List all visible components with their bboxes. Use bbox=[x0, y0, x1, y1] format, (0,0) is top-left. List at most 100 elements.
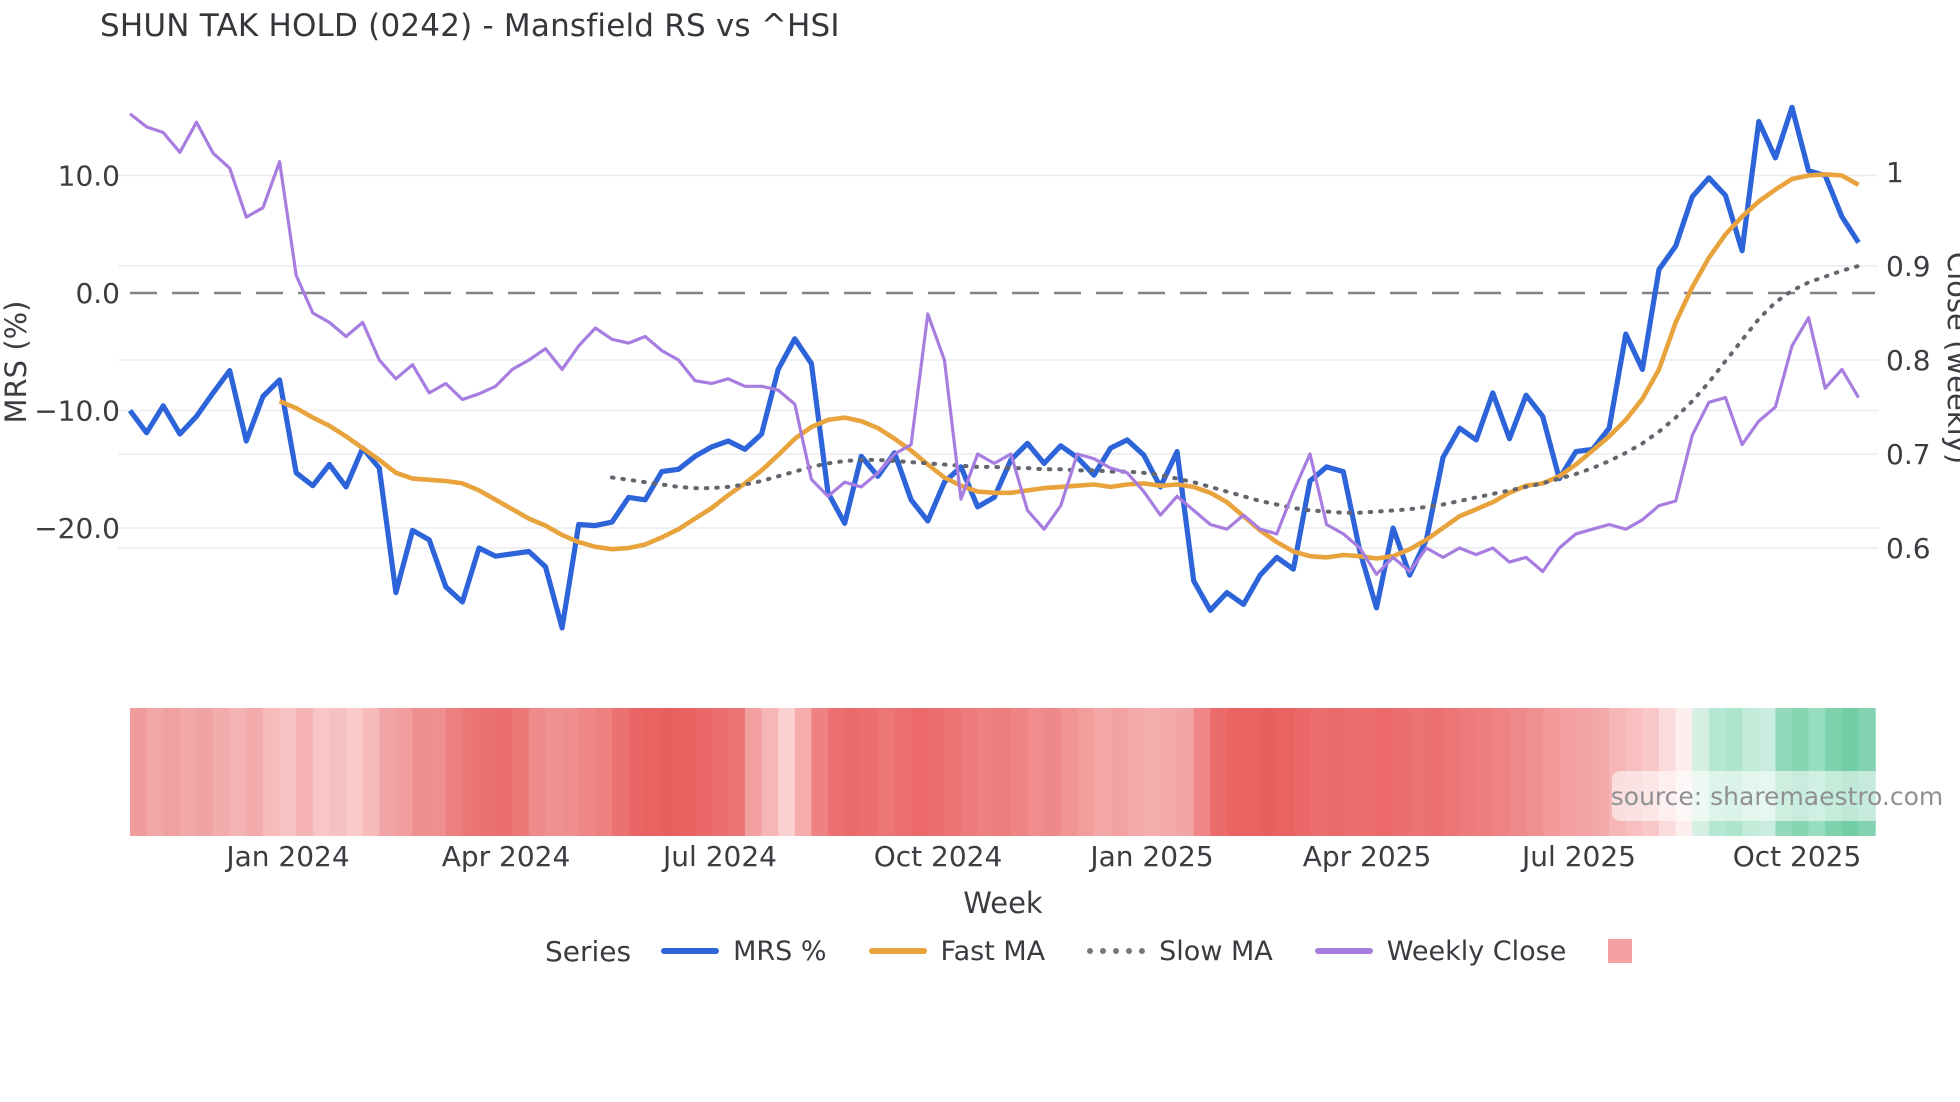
heatmap-cell bbox=[528, 708, 547, 836]
heatmap-cell bbox=[1293, 708, 1311, 836]
heatmap-cell bbox=[412, 708, 430, 836]
heatmap-cell bbox=[645, 708, 663, 836]
heatmap-cell bbox=[1526, 708, 1544, 836]
heatmap-cell bbox=[728, 708, 746, 836]
legend: Series MRS % Fast MA Slow MA Weekly Close bbox=[545, 931, 1674, 971]
right-axis-title: Close (weekly) bbox=[1941, 252, 1960, 464]
x-tick-label: Oct 2025 bbox=[1733, 840, 1862, 873]
heatmap-cell bbox=[179, 708, 198, 836]
legend-item-slow-ma: Slow MA bbox=[1087, 936, 1273, 967]
line-swatch-icon bbox=[1314, 948, 1373, 954]
heatmap-swatch bbox=[1608, 939, 1633, 963]
x-tick-label: Jul 2024 bbox=[661, 840, 777, 873]
x-axis-title: Week bbox=[963, 886, 1043, 920]
left-tick-label: −20.0 bbox=[34, 512, 120, 545]
legend-item-weekly-close: Weekly Close bbox=[1314, 935, 1567, 967]
heatmap-cell bbox=[163, 708, 181, 836]
x-axis-ticks: Jan 2024 Apr 2024 Jul 2024 Oct 2024 Jan 2025… bbox=[224, 840, 1861, 873]
heatmap-cell bbox=[146, 708, 164, 836]
x-tick-label: Jan 2024 bbox=[224, 840, 349, 873]
right-tick-label: 0.8 bbox=[1886, 344, 1931, 377]
heatmap-cell bbox=[512, 708, 530, 836]
heatmap-cell bbox=[1310, 708, 1328, 836]
heatmap-cell bbox=[778, 708, 796, 836]
line-swatch-icon bbox=[1087, 948, 1146, 954]
x-tick-label: Apr 2025 bbox=[1303, 840, 1432, 873]
series-line-slow-ma bbox=[610, 264, 1861, 515]
heatmap-cell bbox=[379, 708, 397, 836]
heatmap-cell bbox=[130, 708, 148, 836]
legend-item-fast-ma: Fast MA bbox=[868, 936, 1045, 967]
heatmap-cell bbox=[1509, 708, 1527, 836]
heatmap-cell bbox=[612, 708, 630, 836]
heatmap-cell bbox=[1426, 708, 1444, 836]
heatmap-cell bbox=[1226, 708, 1245, 836]
heatmap-cell bbox=[828, 708, 846, 836]
heatmap-cell bbox=[695, 708, 713, 836]
left-tick-label: −10.0 bbox=[34, 395, 120, 428]
series-line-mrs- bbox=[127, 104, 1861, 631]
heatmap-cell bbox=[1027, 708, 1045, 836]
right-tick-label: 0.7 bbox=[1886, 438, 1931, 471]
heatmap-cell bbox=[1542, 708, 1560, 836]
heatmap-cell bbox=[861, 708, 879, 836]
heatmap-cell bbox=[1060, 708, 1078, 836]
heatmap-cell bbox=[1359, 708, 1378, 836]
legend-item-label: Weekly Close bbox=[1386, 935, 1567, 967]
heatmap-cell bbox=[1077, 708, 1095, 836]
heatmap-cell bbox=[661, 708, 680, 836]
x-tick-label: Jul 2025 bbox=[1520, 840, 1636, 873]
heatmap-cell bbox=[1193, 708, 1211, 836]
heatmap-cell bbox=[1276, 708, 1295, 836]
legend-item-label: MRS % bbox=[733, 935, 827, 967]
right-tick-label: 0.6 bbox=[1886, 532, 1931, 565]
heatmap-cell bbox=[395, 708, 414, 836]
heatmap-cell bbox=[1044, 708, 1062, 836]
line-swatch-icon bbox=[868, 948, 927, 954]
heatmap-cell bbox=[1143, 708, 1162, 836]
left-axis-ticks: 10.0 0.0 −10.0 −20.0 bbox=[34, 160, 120, 546]
left-axis-title: MRS (%) bbox=[0, 301, 33, 424]
heatmap-cell bbox=[961, 708, 979, 836]
heatmap-cell bbox=[429, 708, 447, 836]
heatmap-cell bbox=[279, 708, 297, 836]
heatmap-cell bbox=[1575, 708, 1594, 836]
heatmap-cell bbox=[479, 708, 497, 836]
right-tick-label: 0.9 bbox=[1886, 250, 1931, 283]
heatmap-cell bbox=[628, 708, 646, 836]
heatmap-cell bbox=[1010, 708, 1029, 836]
heatmap-strip bbox=[130, 708, 1876, 836]
heatmap-cell bbox=[462, 708, 480, 836]
series-lines bbox=[127, 104, 1861, 631]
heatmap-cell bbox=[678, 708, 696, 836]
source-label: source: sharemaestro.com bbox=[1610, 781, 1944, 811]
heatmap-cell bbox=[329, 708, 347, 836]
heatmap-cell bbox=[1492, 708, 1511, 836]
heatmap-cell bbox=[1459, 708, 1477, 836]
legend-items: MRS % Fast MA Slow MA Weekly Close bbox=[661, 936, 1674, 967]
heatmap-cell bbox=[794, 708, 813, 836]
x-tick-label: Oct 2024 bbox=[874, 840, 1003, 873]
heatmap-cell bbox=[1559, 708, 1577, 836]
heatmap-cell bbox=[1094, 708, 1112, 836]
source-watermark: source: sharemaestro.com bbox=[1610, 771, 1944, 821]
series-line-weekly-close bbox=[129, 112, 1860, 576]
heatmap-cell bbox=[744, 708, 763, 836]
heatmap-cell bbox=[346, 708, 364, 836]
heatmap-cell bbox=[1110, 708, 1128, 836]
heatmap-cell bbox=[811, 708, 829, 836]
heatmap-cell bbox=[927, 708, 946, 836]
heatmap-cell bbox=[445, 708, 464, 836]
heatmap-cell bbox=[844, 708, 862, 836]
heatmap-cell bbox=[1210, 708, 1228, 836]
gridlines bbox=[118, 174, 1878, 549]
heatmap-cell bbox=[1243, 708, 1261, 836]
heatmap-cell bbox=[229, 708, 247, 836]
heatmap-cell bbox=[711, 708, 729, 836]
chart-title: SHUN TAK HOLD (0242) - Mansfield RS vs ^… bbox=[100, 8, 840, 44]
heatmap-cell bbox=[1409, 708, 1427, 836]
legend-item-label: Slow MA bbox=[1159, 935, 1273, 967]
heatmap-cell bbox=[362, 708, 380, 836]
heatmap-cell bbox=[296, 708, 314, 836]
heatmap-cell bbox=[1443, 708, 1461, 836]
